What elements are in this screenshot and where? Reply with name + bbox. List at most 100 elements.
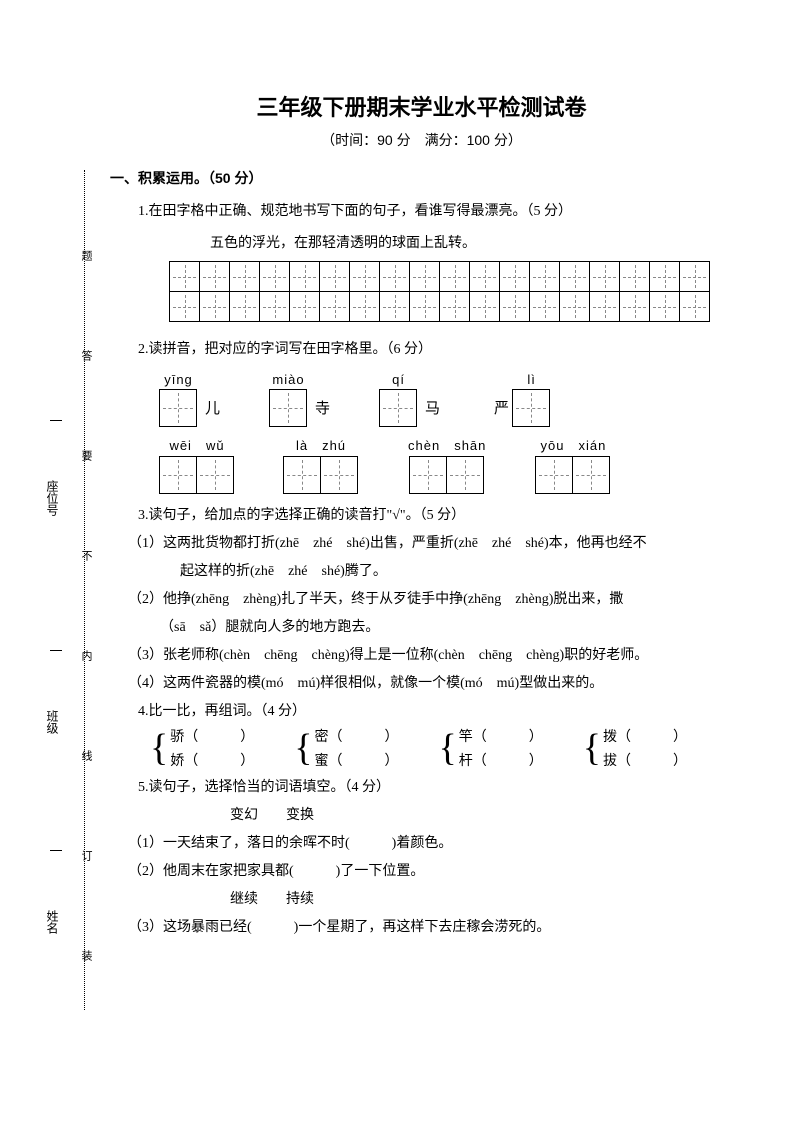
tianzige-cell[interactable]: [289, 291, 320, 322]
pinyin-label: yīng: [164, 372, 193, 387]
tianzige-cell[interactable]: [229, 261, 260, 292]
pinyin-item: chèn shān: [408, 435, 486, 494]
q3-2a: （2）他挣(zhēng zhèng)扎了半天，终于从歹徒手中挣(zhēng zh…: [128, 586, 733, 614]
page-title: 三年级下册期末学业水平检测试卷: [110, 90, 733, 122]
tianzige-cell[interactable]: [199, 291, 230, 322]
brace-icon: {: [294, 726, 312, 770]
tianzige-cell[interactable]: [319, 291, 350, 322]
brace-icon: {: [583, 726, 601, 770]
tianzige-cell[interactable]: [589, 291, 620, 322]
tianzige-cell[interactable]: [379, 261, 410, 292]
pinyin-item: yōu xián: [536, 435, 610, 494]
q5-words1: 变幻 变换: [230, 802, 733, 830]
tianzige-cell[interactable]: [469, 291, 500, 322]
tianzige-cell[interactable]: [572, 456, 610, 494]
q1-given: 五色的浮光，在那轻清透明的球面上乱转。: [210, 232, 733, 252]
tianzige-cell[interactable]: [169, 291, 200, 322]
q2-row2: wēi wǔ là zhú chèn shān yōu xián: [160, 435, 733, 494]
q5-i1: （1）一天结束了，落日的余晖不时( )着颜色。: [128, 830, 733, 858]
q3-1b: 起这样的折(zhē zhé shé)腾了。: [180, 558, 733, 586]
pinyin-item: yīng儿: [160, 372, 220, 427]
tianzige-cell[interactable]: [319, 261, 350, 292]
tianzige-cell[interactable]: [619, 261, 650, 292]
tianzige-cell[interactable]: [409, 291, 440, 322]
pair-bottom[interactable]: 拔（ ）: [603, 750, 687, 774]
tianzige-cell[interactable]: [289, 261, 320, 292]
tianzige-cell[interactable]: [512, 389, 550, 427]
pinyin-label: wēi wǔ: [169, 435, 224, 454]
q5-text: 5.读句子，选择恰当的词语填空。（4 分）: [138, 774, 733, 802]
tianzige-cell[interactable]: [349, 261, 380, 292]
tianzige-cell[interactable]: [529, 261, 560, 292]
q3-2b: （sā sǎ）腿就向人多的地方跑去。: [160, 614, 733, 642]
q3-4: （4）这两件瓷器的模(mó mú)样很相似，就像一个模(mó mú)型做出来的。: [128, 670, 733, 698]
page-subtitle: （时间：90 分 满分：100 分）: [110, 130, 733, 150]
tianzige-cell[interactable]: [159, 389, 197, 427]
word-pair: {竿（ ）杆（ ）: [439, 726, 543, 774]
q2-text: 2.读拼音，把对应的字词写在田字格里。（6 分）: [138, 336, 733, 364]
tianzige-cell[interactable]: [159, 456, 197, 494]
fixed-char: 寺: [315, 397, 330, 418]
tianzige-cell[interactable]: [439, 261, 470, 292]
pinyin-label: là zhú: [296, 435, 346, 454]
q3-1a: （1）这两批货物都打折(zhē zhé shé)出售，严重折(zhē zhé s…: [128, 530, 733, 558]
tianzige-cell[interactable]: [283, 456, 321, 494]
pair-top[interactable]: 拨（ ）: [603, 726, 687, 750]
tianzige-cell[interactable]: [349, 291, 380, 322]
tianzige-cell[interactable]: [409, 456, 447, 494]
pair-top[interactable]: 密（ ）: [315, 726, 399, 750]
tianzige-cell[interactable]: [379, 291, 410, 322]
q1-grid[interactable]: [170, 262, 733, 322]
tianzige-cell[interactable]: [259, 261, 290, 292]
pinyin-label: lì: [527, 372, 536, 387]
q5-i2: （2）他周末在家把家具都( )了一下位置。: [128, 858, 733, 886]
q2-row1: yīng儿 miào 寺 qí 马 严lì: [160, 372, 733, 427]
word-pair: {骄（ ）娇（ ）: [150, 726, 254, 774]
section-heading: 一、积累运用。（50 分）: [110, 168, 733, 188]
tianzige-cell[interactable]: [469, 261, 500, 292]
pair-top[interactable]: 竿（ ）: [459, 726, 543, 750]
tianzige-cell[interactable]: [169, 261, 200, 292]
pair-bottom[interactable]: 蜜（ ）: [315, 750, 399, 774]
pinyin-label: miào: [272, 372, 304, 387]
word-pair: {拨（ ）拔（ ）: [583, 726, 687, 774]
tianzige-cell[interactable]: [499, 261, 530, 292]
tianzige-cell[interactable]: [649, 291, 680, 322]
tianzige-cell[interactable]: [409, 261, 440, 292]
tianzige-cell[interactable]: [559, 261, 590, 292]
tianzige-cell[interactable]: [199, 261, 230, 292]
tianzige-cell[interactable]: [439, 291, 470, 322]
tianzige-cell[interactable]: [320, 456, 358, 494]
tianzige-cell[interactable]: [259, 291, 290, 322]
pair-top[interactable]: 骄（ ）: [170, 726, 254, 750]
tianzige-cell[interactable]: [679, 291, 710, 322]
tianzige-cell[interactable]: [619, 291, 650, 322]
tianzige-cell[interactable]: [535, 456, 573, 494]
q1-text: 1.在田字格中正确、规范地书写下面的句子，看谁写得最漂亮。（5 分）: [138, 198, 733, 226]
pinyin-item: qí 马: [380, 372, 440, 427]
tianzige-cell[interactable]: [379, 389, 417, 427]
tianzige-cell[interactable]: [446, 456, 484, 494]
tianzige-cell[interactable]: [679, 261, 710, 292]
q5-i3: （3）这场暴雨已经( )一个星期了，再这样下去庄稼会涝死的。: [128, 914, 733, 942]
pinyin-item: 严lì: [490, 372, 550, 427]
tianzige-cell[interactable]: [649, 261, 680, 292]
brace-icon: {: [150, 726, 168, 770]
pinyin-item: là zhú: [284, 435, 358, 494]
q4-text: 4.比一比，再组词。（4 分）: [138, 698, 733, 726]
tianzige-cell[interactable]: [196, 456, 234, 494]
pair-bottom[interactable]: 杆（ ）: [459, 750, 543, 774]
tianzige-cell[interactable]: [499, 291, 530, 322]
q3-3: （3）张老师称(chèn chēng chèng)得上是一位称(chèn chē…: [128, 642, 733, 670]
tianzige-cell[interactable]: [589, 261, 620, 292]
pinyin-label: yōu xián: [540, 435, 606, 454]
fixed-char: 马: [425, 397, 440, 418]
page-content: 三年级下册期末学业水平检测试卷 （时间：90 分 满分：100 分） 一、积累运…: [0, 0, 793, 982]
pinyin-label: qí: [392, 372, 405, 387]
q5-words2: 继续 持续: [230, 886, 733, 914]
tianzige-cell[interactable]: [229, 291, 260, 322]
tianzige-cell[interactable]: [559, 291, 590, 322]
pair-bottom[interactable]: 娇（ ）: [170, 750, 254, 774]
tianzige-cell[interactable]: [269, 389, 307, 427]
tianzige-cell[interactable]: [529, 291, 560, 322]
